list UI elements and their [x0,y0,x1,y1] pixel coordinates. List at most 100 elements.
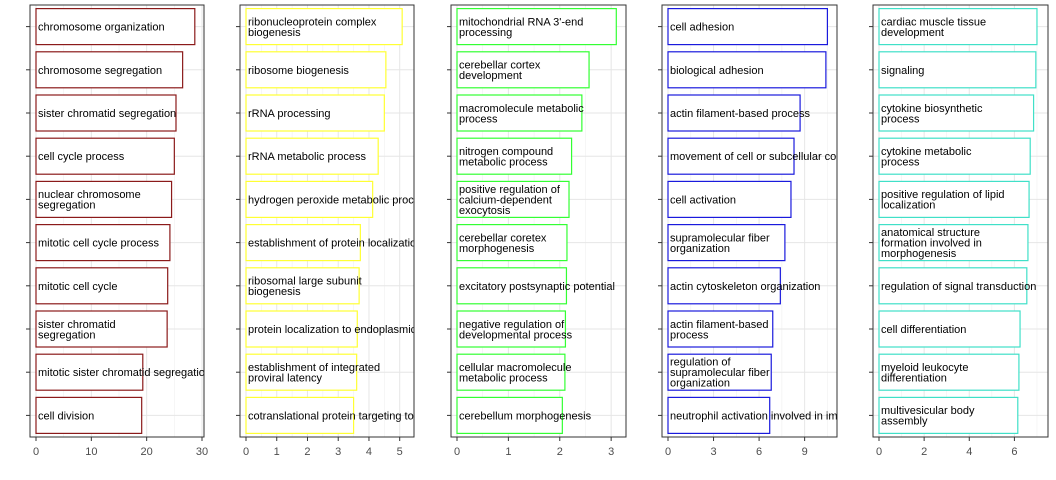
bar-label: rRNA processing [248,108,331,120]
bar [456,267,568,305]
bar [667,137,795,175]
bar-label: cell adhesion [670,22,734,34]
bar [667,8,829,46]
bar [456,224,568,262]
bar [245,267,360,305]
chart-panel-5: cardiac muscle tissue development signalin… [869,4,1049,458]
bar-label: positive regulation of calcium-dependent e… [459,184,561,217]
x-tick-label: 5 [397,446,403,458]
x-tick-label: 4 [966,446,972,458]
bar [878,94,1035,132]
bar-label: excitatory postsynaptic potential [459,281,615,293]
bar-label: biological adhesion [670,65,764,77]
bar-label: cytokine metabolic process [881,146,972,169]
bar-label: mitotic cell cycle process [38,238,160,250]
chart-panel-4: cell adhesion biological adhesion actin fi… [658,4,879,458]
bar-label: ribosome biogenesis [248,65,349,77]
x-tick-label: 3 [608,446,614,458]
chart-panel-1: chromosome organization chromosome segreg… [26,4,211,458]
bar-label: cell differentiation [881,324,966,336]
plot-area: chromosome organization chromosome segreg… [30,5,211,437]
bar [667,396,771,434]
bar [35,137,175,175]
panel-border [450,4,627,438]
bar-label: mitochondrial RNA 3'-end processing [459,16,583,38]
bar [245,224,361,262]
x-tick-label: 0 [876,446,882,458]
panel-border [239,4,415,438]
bar [878,267,1028,305]
bar-label: actin filament-based process [670,108,811,120]
bar-label: rRNA metabolic process [248,151,366,163]
bar [245,396,355,434]
bar-label: regulation of signal transduction [881,281,1036,293]
bar [35,396,143,434]
bar-label: cell activation [670,194,736,206]
bar-label: mitotic cell cycle [38,281,117,293]
bar-label: ribosomal large subunit biogenesis [248,276,362,299]
bar-label: ribonucleoprotein complex biogenesis [248,16,377,38]
bar [878,51,1037,89]
bar [245,8,403,46]
bar [35,51,184,89]
x-tick-label: 0 [33,446,39,458]
bar [35,267,169,305]
bar [245,353,358,391]
plot-area: mitochondrial RNA 3'-end processing cerebe… [451,5,626,437]
bar-label: chromosome organization [38,22,165,34]
chart-panel-3: mitochondrial RNA 3'-end processing cerebe… [447,4,627,458]
bar [35,94,177,132]
bar-label: movement of cell or subcellular componen… [670,151,879,163]
bar-label: nitrogen compound metabolic process [459,146,553,169]
bar [245,94,385,132]
bar-label: cerebellum morphogenesis [459,410,592,422]
bar-label: mitotic sister chromatid segregation [38,367,211,379]
bar-label: cotranslational protein targeting to mem… [248,410,469,422]
bar [245,310,358,348]
bar-label: supramolecular fiber organization [670,232,770,255]
bar-label: cytokine biosynthetic process [881,103,983,126]
bar-label: protein localization to endoplasmic reti… [248,324,464,336]
plot-area: cell adhesion biological adhesion actin fi… [662,5,879,437]
x-tick-label: 10 [85,446,97,458]
bar [878,137,1031,175]
x-tick-label: 6 [756,446,762,458]
bar [35,8,196,46]
bar [245,137,379,175]
bar [35,180,173,218]
bar [878,396,1019,434]
x-tick-label: 4 [366,446,372,458]
chart-panel-2: ribonucleoprotein complex biogenesis ribos… [236,4,469,458]
plot-area: cardiac muscle tissue development signalin… [873,5,1048,437]
bar [667,353,772,391]
bar [878,8,1038,46]
bar [878,310,1021,348]
bar-label: sister chromatid segregation [38,108,176,120]
panel-border [29,4,205,438]
bar [456,310,567,348]
bar [456,396,563,434]
bar-label: sister chromatid segregation [38,319,116,342]
bar-label: hydrogen peroxide metabolic process [248,194,431,206]
x-tick-label: 30 [196,446,208,458]
bar [456,51,590,89]
x-tick-label: 0 [665,446,671,458]
bar-label: cellular macromolecule metabolic process [459,362,572,385]
bar [667,51,827,89]
bar [456,180,570,218]
bar [667,180,792,218]
x-tick-label: 2 [921,446,927,458]
bar-label: multivesicular body assembly [881,405,975,428]
bar-label: negative regulation of developmental proc… [459,319,573,342]
x-tick-label: 1 [505,446,511,458]
bar-label: nuclear chromosome segregation [38,189,141,212]
bar [667,94,801,132]
bar [667,267,781,305]
x-tick-label: 3 [710,446,716,458]
bar-label: actin cytoskeleton organization [670,281,820,293]
x-tick-label: 2 [304,446,310,458]
bar [878,224,1029,262]
bar [35,224,171,262]
x-tick-label: 9 [802,446,808,458]
